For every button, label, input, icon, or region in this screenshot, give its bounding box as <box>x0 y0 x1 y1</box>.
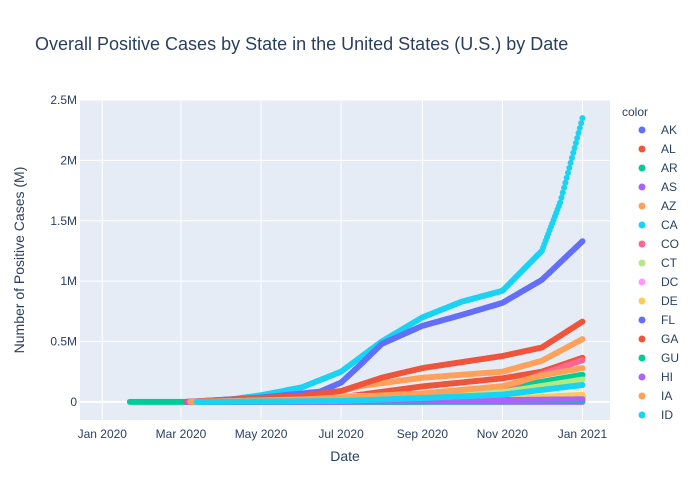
legend-marker <box>638 297 646 305</box>
y-tick-label: 1M <box>60 274 77 288</box>
data-point <box>572 139 579 146</box>
legend-item-id[interactable]: ID <box>638 408 674 422</box>
legend-label: DE <box>661 294 678 308</box>
data-point <box>571 144 578 151</box>
x-tick-label: Jul 2020 <box>318 427 364 441</box>
legend-item-al[interactable]: AL <box>638 142 677 156</box>
legend-label: DC <box>661 275 679 289</box>
legend-item-ct[interactable]: CT <box>638 256 678 270</box>
legend-label: AZ <box>661 199 676 213</box>
x-tick-label: Jan 2021 <box>558 427 608 441</box>
data-point <box>579 376 586 383</box>
series-id <box>193 381 586 405</box>
data-point <box>575 130 582 137</box>
data-point <box>579 115 586 122</box>
data-point <box>579 238 586 245</box>
legend-marker <box>638 221 646 229</box>
y-tick-label: 2.5M <box>50 93 77 107</box>
x-tick-label: Mar 2020 <box>156 427 207 441</box>
legend-item-ga[interactable]: GA <box>638 332 679 346</box>
data-point <box>565 169 572 176</box>
legend-item-hi[interactable]: HI <box>638 370 674 384</box>
x-tick-label: Jan 2020 <box>78 427 128 441</box>
x-tick-label: Nov 2020 <box>477 427 529 441</box>
data-point <box>557 199 564 206</box>
legend-marker <box>638 373 646 381</box>
legend-marker <box>638 240 646 248</box>
legend-label: CT <box>661 256 678 270</box>
legend-label: AR <box>661 161 678 175</box>
data-point <box>568 154 575 161</box>
legend-label: AL <box>661 142 676 156</box>
data-point <box>570 149 577 156</box>
legend-label: GU <box>661 351 679 365</box>
legend-marker <box>638 278 646 286</box>
data-point <box>576 125 583 132</box>
data-point <box>579 396 586 403</box>
legend-marker <box>638 259 646 267</box>
legend-label: AK <box>661 123 677 137</box>
data-point <box>574 135 581 141</box>
data-point <box>561 184 568 191</box>
legend-label: ID <box>661 408 673 422</box>
data-point <box>567 159 574 166</box>
y-tick-label: 2M <box>60 153 77 167</box>
legend-marker <box>638 164 646 172</box>
legend-item-dc[interactable]: DC <box>638 275 679 289</box>
y-tick-label: 0 <box>70 395 77 409</box>
legend-title: color <box>622 105 648 119</box>
legend-marker <box>638 202 646 210</box>
data-point <box>558 194 565 201</box>
y-tick-label: 1.5M <box>50 214 77 228</box>
legend-item-ak[interactable]: AK <box>638 123 678 137</box>
legend-item-as[interactable]: AS <box>638 180 678 194</box>
legend-marker <box>638 126 646 134</box>
legend-label: HI <box>661 370 673 384</box>
data-point <box>579 365 586 372</box>
legend-item-ar[interactable]: AR <box>638 161 679 175</box>
legend-item-ca[interactable]: CA <box>638 218 678 232</box>
legend-item-gu[interactable]: GU <box>638 351 680 365</box>
legend-item-az[interactable]: AZ <box>638 199 677 213</box>
x-tick-label: May 2020 <box>235 427 288 441</box>
data-point <box>566 164 573 171</box>
legend-label: CA <box>661 218 678 232</box>
legend-item-co[interactable]: CO <box>638 237 680 251</box>
legend-marker <box>638 183 646 191</box>
legend-marker <box>638 316 646 324</box>
series-ca <box>183 115 586 405</box>
legend[interactable]: AK AL AR AS AZ CA CO CT DC DE FL GA GU HI IA ID <box>638 123 680 422</box>
data-point <box>579 318 586 325</box>
legend-label: FL <box>661 313 675 327</box>
legend-marker <box>638 145 646 153</box>
legend-item-fl[interactable]: FL <box>638 313 676 327</box>
x-axis-ticks: Jan 2020 Mar 2020 May 2020 Jul 2020 Sep 2020… <box>78 427 608 441</box>
legend-marker <box>638 411 646 419</box>
y-tick-label: 0.5M <box>50 335 77 349</box>
legend-marker <box>638 354 646 362</box>
legend-label: CO <box>661 237 679 251</box>
data-point <box>579 381 586 388</box>
data-point <box>579 357 586 364</box>
x-tick-label: Sep 2020 <box>397 427 449 441</box>
traces <box>126 115 586 405</box>
data-point <box>559 189 566 196</box>
y-axis-title: Number of Positive Cases (M) <box>11 167 27 354</box>
legend-item-ia[interactable]: IA <box>638 389 673 403</box>
data-point <box>579 336 586 343</box>
data-point <box>562 179 569 186</box>
legend-item-de[interactable]: DE <box>638 294 678 308</box>
data-point <box>578 120 585 127</box>
legend-label: AS <box>661 180 677 194</box>
legend-marker <box>638 392 646 400</box>
legend-label: GA <box>661 332 678 346</box>
data-point <box>563 174 570 181</box>
data-point <box>579 371 586 378</box>
x-axis-title: Date <box>330 448 360 464</box>
chart-title: Overall Positive Cases by State in the U… <box>35 34 568 54</box>
legend-marker <box>638 335 646 343</box>
legend-label: IA <box>661 389 672 403</box>
y-axis-ticks: 0 0.5M 1M 1.5M 2M 2.5M <box>50 93 77 409</box>
